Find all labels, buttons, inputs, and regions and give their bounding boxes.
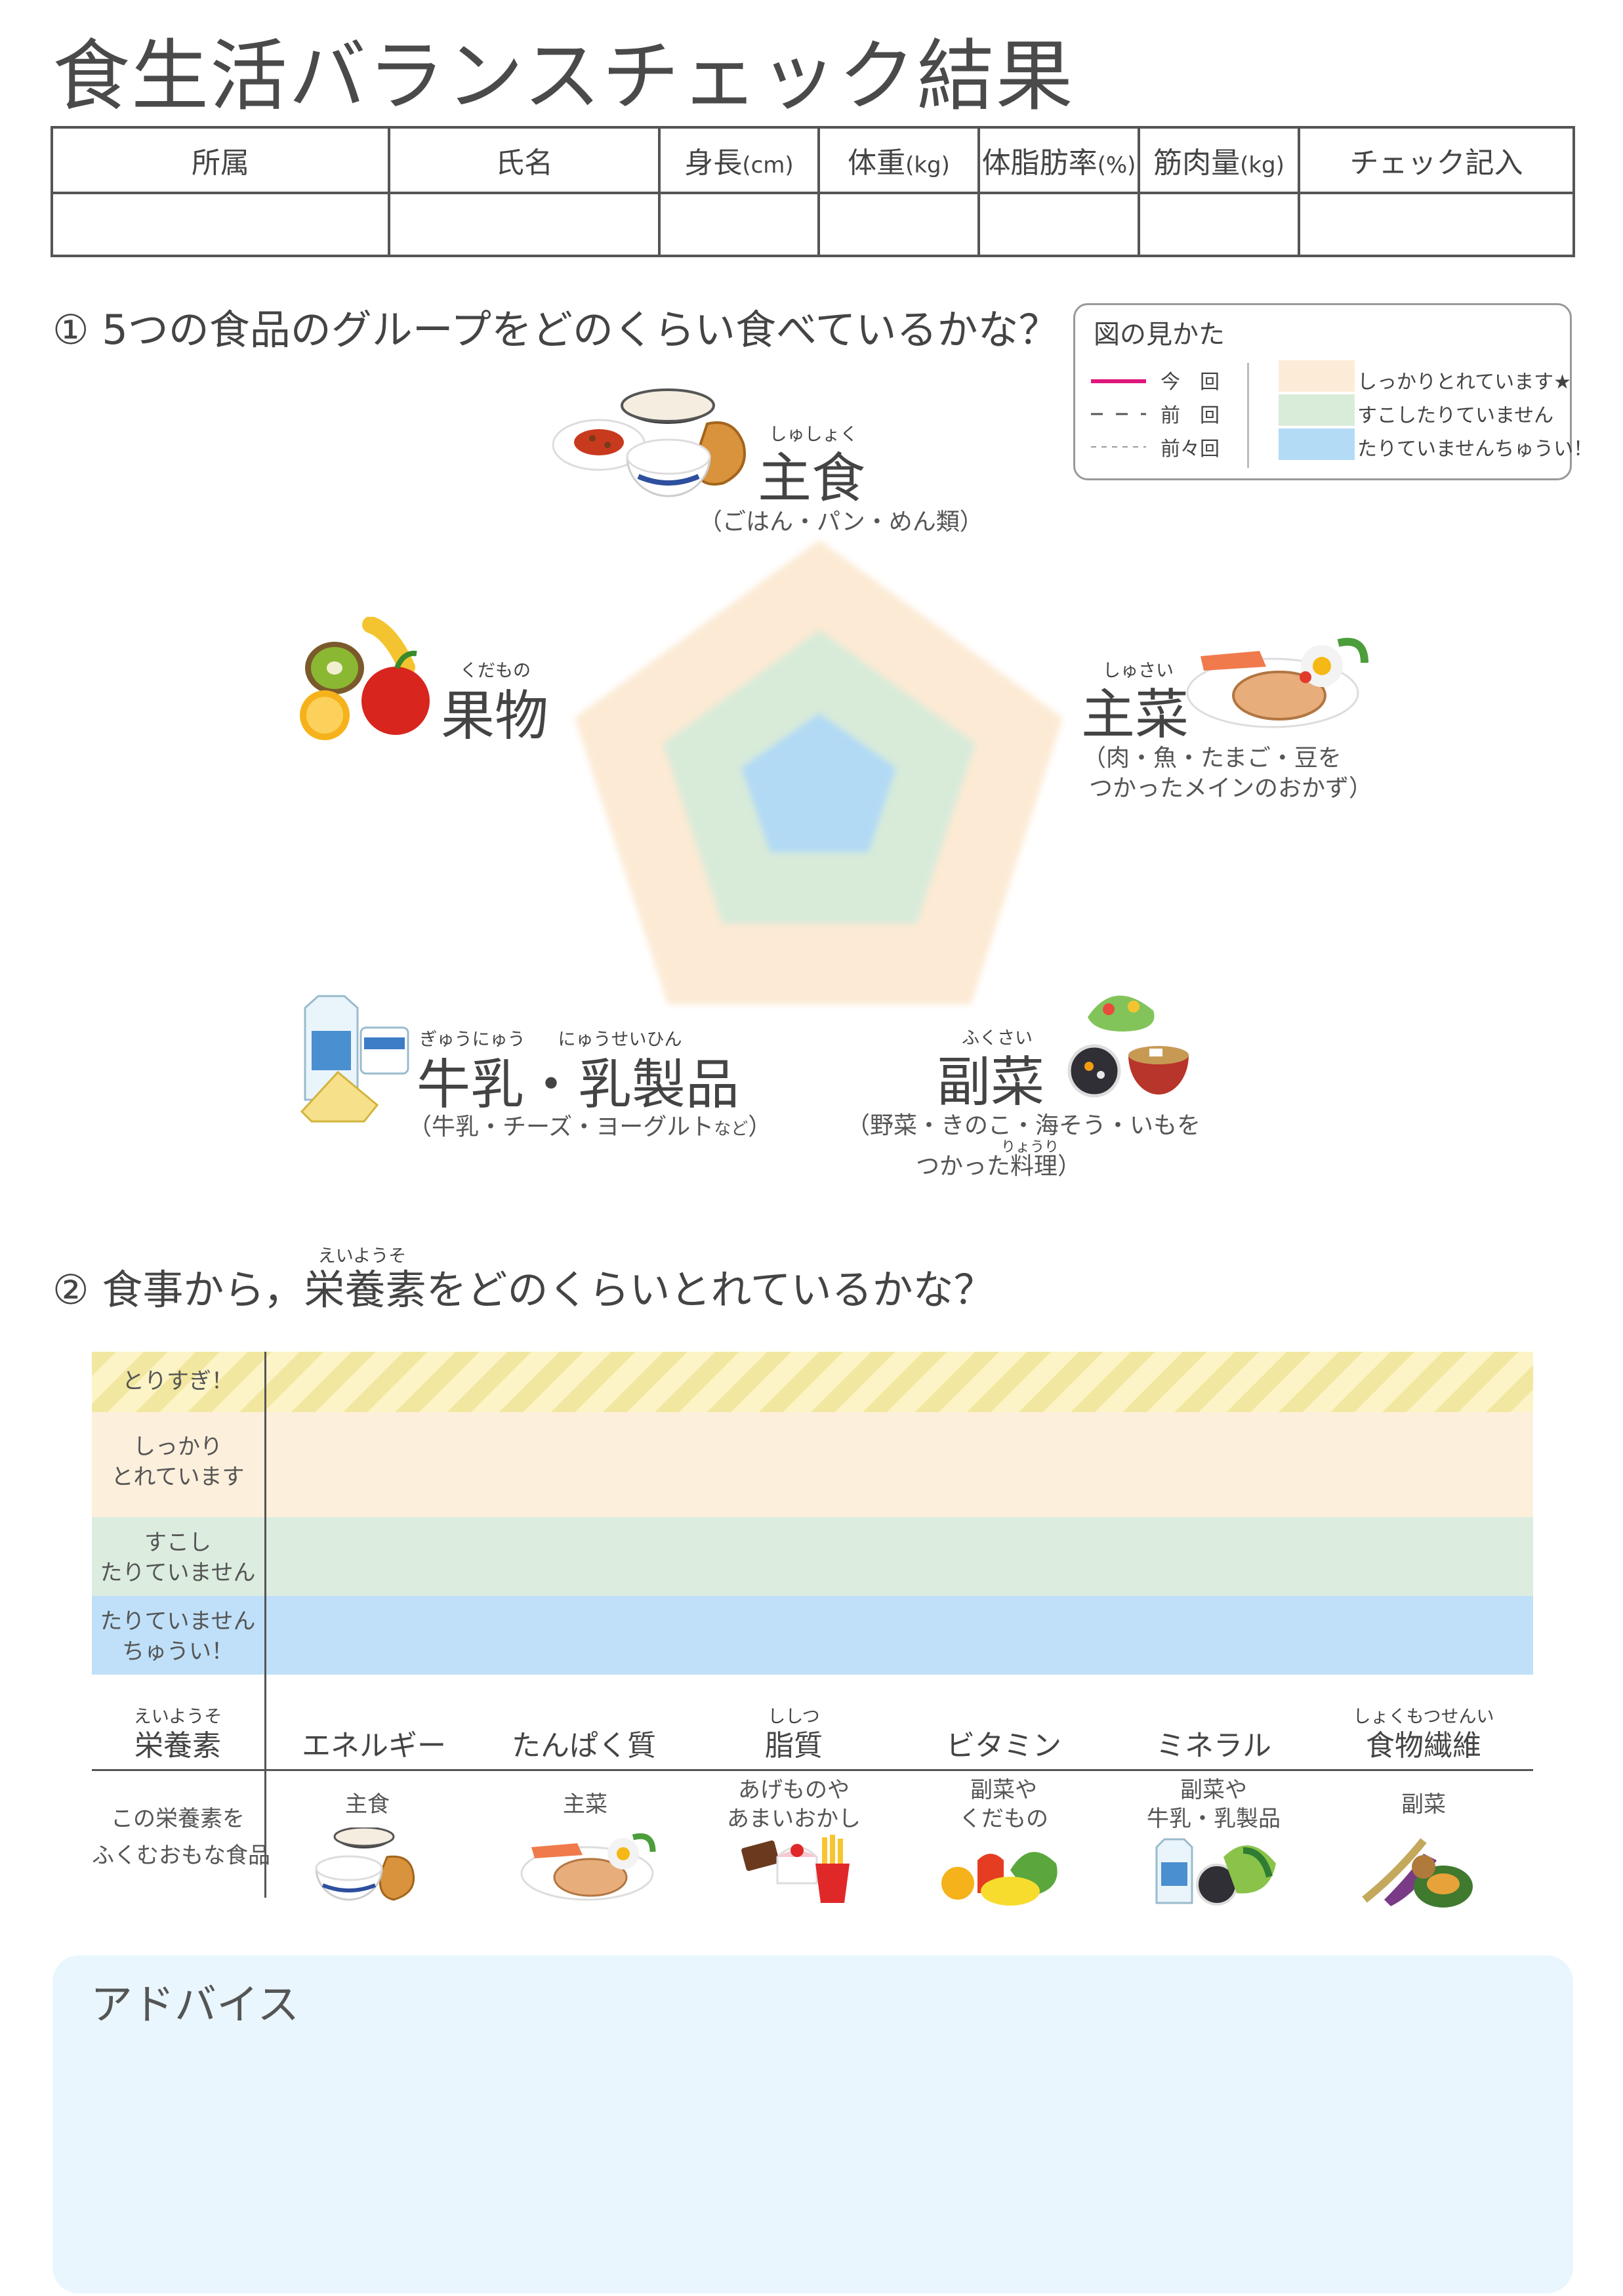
staple-food-sub: （ごはん・パン・めん類）	[699, 509, 983, 535]
legend: 図の見かた 今 回 前 回 前々回 しっかりとれています★ すこしたりていません…	[1073, 303, 1593, 480]
row-header-divider	[264, 1352, 266, 1898]
header-affiliation: 所属	[51, 126, 390, 194]
nutrient-row-header: 栄養素	[134, 1729, 221, 1763]
food-mineral-1: 副菜や	[1180, 1777, 1247, 1803]
nutrient-energy: エネルギー	[302, 1729, 446, 1763]
main-dish-sub2: つかったメインのおかず）	[1089, 775, 1373, 802]
fruit-ruby: くだもの	[460, 661, 531, 681]
sweets-and-fries-icon	[741, 1835, 850, 1903]
body-fat-cell[interactable]	[977, 192, 1140, 257]
weight-cell[interactable]	[817, 192, 980, 257]
legend-line-samples	[1091, 379, 1146, 448]
band-label-mid-2: たりていません	[100, 1560, 256, 1586]
food-vitamin-2: くだもの	[959, 1806, 1048, 1832]
food-fiber: 副菜	[1401, 1791, 1446, 1818]
nutrient-fiber-ruby: しょくもつせんい	[1353, 1707, 1494, 1727]
dairy-icon	[300, 995, 409, 1123]
advice-title: アドバイス	[91, 1981, 300, 2030]
band-label-mid-1: すこし	[144, 1530, 211, 1556]
legend-band-mid: すこしたりていません	[1357, 404, 1554, 427]
band-label-low-1: たりていません	[100, 1608, 256, 1635]
side-dish-sub2: つかった料理）	[916, 1153, 1082, 1180]
legend-swatch-mid	[1279, 394, 1355, 426]
band-low	[92, 1596, 1533, 1675]
main-dish-sub1: （肉・魚・たまご・豆を	[1082, 745, 1342, 772]
nutrient-row-divider	[92, 1769, 1533, 1771]
nutrient-fiber: 食物繊維	[1366, 1729, 1481, 1763]
nutrient-mineral: ミネラル	[1156, 1729, 1271, 1763]
main-dish-small-icon	[520, 1833, 656, 1901]
side-dish-ruby: ふくさい	[962, 1028, 1033, 1049]
header-height: 身長(cm)	[658, 126, 820, 194]
page-title: 食生活バランスチェック結果	[52, 31, 1075, 121]
nutrient-row-ruby: えいようそ	[133, 1707, 222, 1727]
rice-bowl-icon	[315, 1827, 415, 1901]
side-dish-icon	[1067, 995, 1189, 1098]
muscle-cell[interactable]	[1138, 192, 1300, 257]
main-dish-icon	[1186, 638, 1368, 728]
food-row-header-1: この栄養素を	[111, 1806, 245, 1832]
height-cell[interactable]	[658, 192, 820, 257]
side-dish-ruby2: りょうり	[1000, 1139, 1059, 1156]
band-label-too-much: とりすぎ！	[122, 1368, 234, 1394]
minerals-food-icon	[1155, 1838, 1276, 1906]
dairy-sub: （牛乳・チーズ・ヨーグルトなど）	[408, 1114, 772, 1140]
legend-before-previous: 前々回	[1161, 438, 1220, 461]
check-date-cell[interactable]	[1298, 192, 1575, 257]
food-protein: 主菜	[563, 1791, 607, 1818]
nutrient-protein: たんぱく質	[512, 1729, 656, 1763]
band-mid	[92, 1517, 1533, 1596]
header-check-date: チェック記入	[1298, 126, 1575, 194]
legend-swatch-low	[1279, 428, 1355, 460]
nutrient-fat: 脂質	[765, 1729, 823, 1763]
side-dish-label: 副菜	[937, 1051, 1045, 1114]
food-vitamin-1: 副菜や	[970, 1777, 1037, 1803]
band-too-much	[92, 1352, 1533, 1412]
legend-title: 図の見かた	[1094, 320, 1225, 350]
header-body-fat: 体脂肪率(%)	[977, 126, 1140, 194]
nutrient-fat-ruby: ししつ	[768, 1707, 820, 1727]
header-weight: 体重(kg)	[817, 126, 980, 194]
food-energy: 主食	[345, 1791, 390, 1818]
name-cell[interactable]	[388, 192, 661, 257]
section1-heading: ① 5つの食品のグループをどのくらい食べているかな？	[52, 306, 1059, 354]
staple-food-label: 主食	[758, 448, 866, 510]
legend-previous: 前 回	[1161, 404, 1220, 427]
affiliation-cell[interactable]	[51, 192, 390, 257]
food-fat-2: あまいおかし	[727, 1806, 861, 1832]
food-fat-1: あげものや	[738, 1777, 850, 1803]
band-label-good-1: しっかり	[133, 1434, 222, 1460]
staple-food-icon	[552, 388, 746, 497]
radar-band-low	[741, 713, 896, 852]
dairy-ruby2: にゅうせいひん	[558, 1030, 682, 1050]
band-label-good-2: とれています	[111, 1464, 245, 1490]
header-muscle: 筋肉量(kg)	[1138, 126, 1300, 194]
fruit-icon	[300, 617, 430, 740]
dairy-ruby1: ぎゅうにゅう	[419, 1030, 525, 1050]
staple-food-ruby: しゅしょく	[769, 425, 858, 445]
legend-current: 今 回	[1161, 371, 1220, 394]
food-mineral-2: 牛乳・乳製品	[1147, 1806, 1281, 1832]
legend-divider	[1247, 363, 1249, 468]
nutrient-bands	[92, 1352, 1533, 1675]
fiber-food-icon	[1362, 1838, 1473, 1908]
section2-heading-ruby: えいようそ	[318, 1246, 407, 1266]
vegetables-fruits-icon	[941, 1852, 1058, 1906]
dairy-label: 牛乳・乳製品	[417, 1054, 740, 1116]
legend-band-low: たりていませんちゅうい！	[1357, 438, 1593, 461]
profile-table: 所属 氏名 身長(cm) 体重(kg) 体脂肪率(%) 筋肉量(kg) チェック…	[51, 126, 1575, 257]
fruit-label: 果物	[441, 685, 549, 747]
main-dish-label: 主菜	[1081, 684, 1189, 746]
food-row-header-2: ふくむおもな食品	[92, 1843, 270, 1869]
radar-chart	[575, 540, 1063, 1005]
legend-band-good: しっかりとれています★	[1357, 371, 1571, 394]
header-name: 氏名	[388, 126, 661, 194]
advice-box[interactable]: アドバイス	[52, 1955, 1573, 2293]
main-dish-ruby: しゅさい	[1103, 661, 1174, 681]
band-label-low-2: ちゅうい！	[122, 1639, 234, 1665]
legend-swatch-good	[1279, 360, 1355, 392]
section2-heading: ② 食事から，栄養素をどのくらいとれているかな？	[52, 1266, 995, 1314]
side-dish-sub1: （野菜・きのこ・海そう・いもを	[846, 1112, 1201, 1139]
nutrient-vitamin: ビタミン	[946, 1729, 1061, 1763]
